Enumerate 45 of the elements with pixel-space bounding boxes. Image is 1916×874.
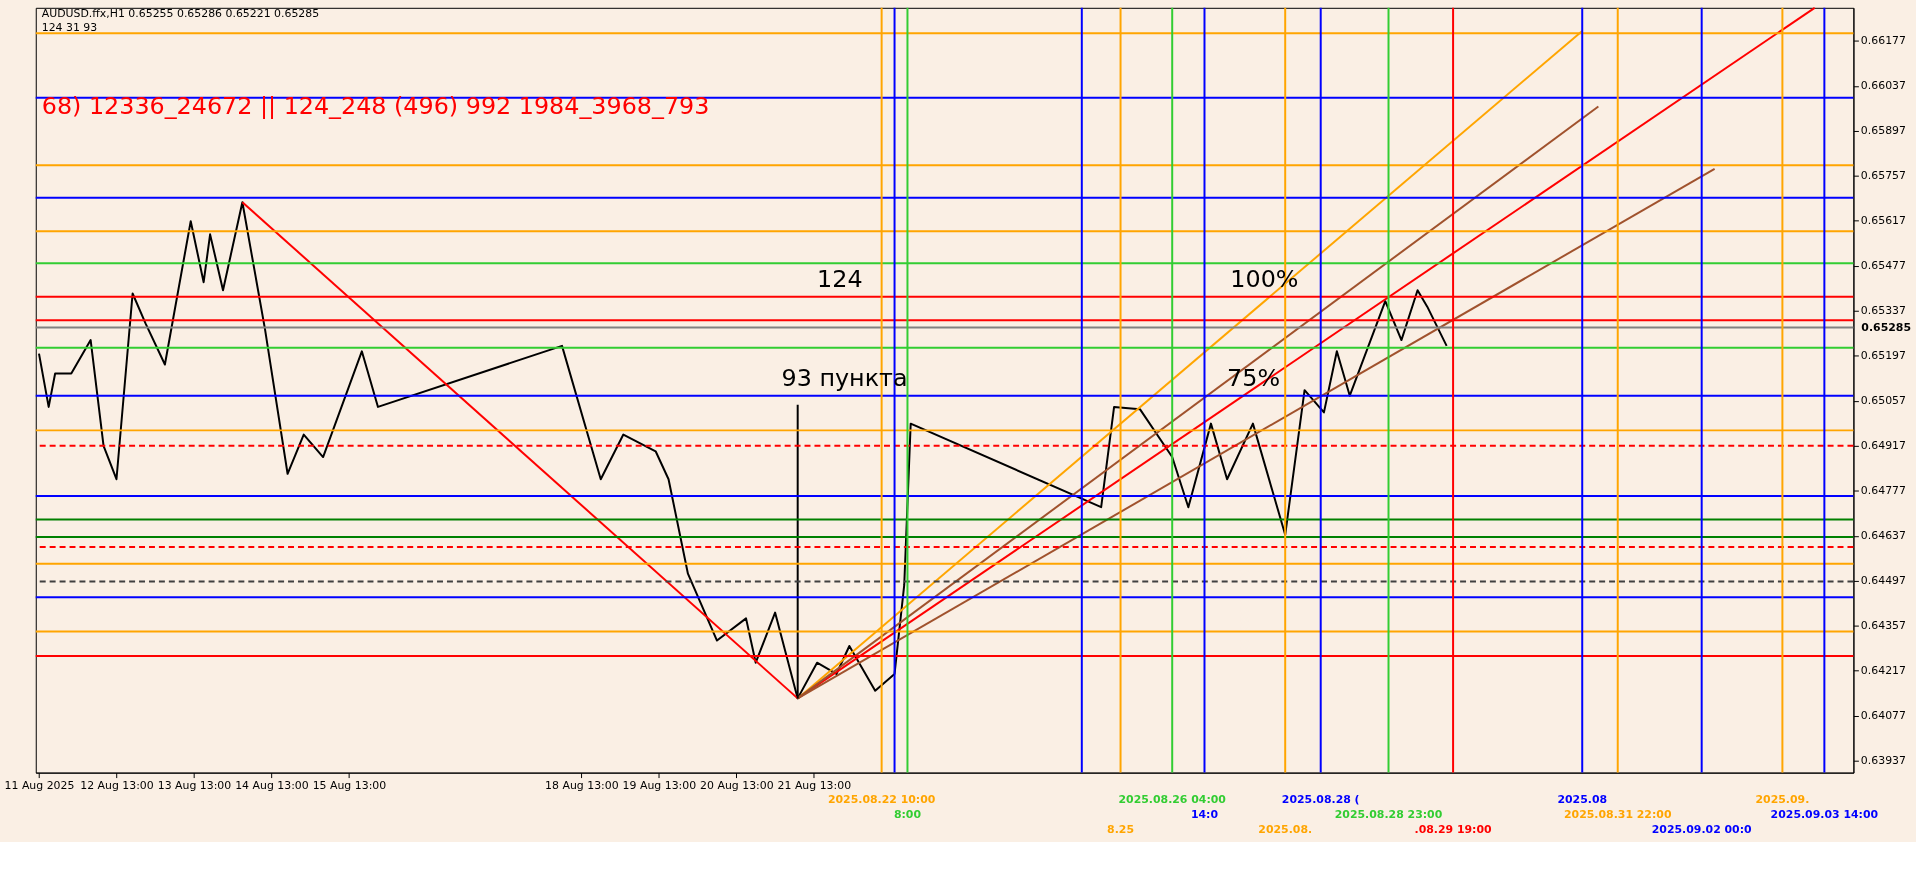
ref-line-label: 8:00 <box>893 808 922 822</box>
ref-line-label: 2025.09. <box>1755 793 1810 807</box>
y-tick-label: 0.63937 <box>1860 754 1906 768</box>
ref-line-label: 2025.09.03 14:00 <box>1770 808 1879 822</box>
ref-line-label: 2025.08 <box>1557 793 1608 807</box>
ref-line-label: 2025.08.31 22:00 <box>1563 808 1672 822</box>
x-tick-label: 14 Aug 13:00 <box>235 779 309 792</box>
y-tick-label: 0.65757 <box>1860 169 1906 183</box>
y-tick-label: 0.64357 <box>1860 619 1906 633</box>
x-tick-label: 11 Aug 2025 <box>4 779 75 792</box>
y-tick-label: 0.64637 <box>1860 529 1906 543</box>
x-tick-label: 15 Aug 13:00 <box>312 779 387 792</box>
y-tick-label: 0.65897 <box>1860 124 1906 138</box>
ref-line-label: 2025.09.02 00:0 <box>1651 823 1753 837</box>
x-tick-label: 19 Aug 13:00 <box>622 779 697 792</box>
ref-line-label: .08.29 19:00 <box>1414 823 1493 837</box>
annotation: 124 <box>817 264 863 293</box>
chart-title: AUDUSD.ffx,H1 0.65255 0.65286 0.65221 0.65285 <box>41 6 320 20</box>
y-tick-label: 0.64497 <box>1860 574 1906 588</box>
y-tick-label: 0.66177 <box>1860 34 1906 48</box>
x-tick-label: 20 Aug 13:00 <box>700 779 774 792</box>
ref-line-label: 2025.08.26 04:00 <box>1118 793 1227 807</box>
y-tick-label: 0.65477 <box>1860 259 1906 273</box>
annotation: 124 31 93 <box>41 20 98 34</box>
y-tick-label: 0.64777 <box>1860 484 1906 498</box>
x-tick-label: 13 Aug 13:00 <box>157 779 232 792</box>
ref-line-label: 14:0 <box>1190 808 1219 822</box>
x-tick-label: 12 Aug 13:00 <box>80 779 154 792</box>
text: 68) 12336_24672 || 124_248 (496) 992 1984_3968_793 <box>41 92 710 121</box>
y-tick-label: 0.65617 <box>1860 214 1906 228</box>
ref-line-label: 2025.08. <box>1258 823 1313 837</box>
y-tick-label: 0.65197 <box>1860 349 1906 363</box>
y-tick-label: 0.64217 <box>1860 664 1906 678</box>
ref-line-label: 8.25 <box>1107 823 1135 837</box>
y-tick-label: 0.64077 <box>1860 709 1906 723</box>
x-tick-label: 21 Aug 13:00 <box>777 779 852 792</box>
x-tick-label: 18 Aug 13:00 <box>545 779 619 792</box>
ref-line-label: 2025.08.22 10:00 <box>827 793 936 807</box>
ref-line-label: 2025.08.28 ( <box>1281 793 1360 807</box>
y-tick-label: 0.64917 <box>1860 439 1906 453</box>
y-tick-label: 0.65057 <box>1860 394 1906 408</box>
y-tick-label: 0.66037 <box>1860 79 1906 93</box>
ref-line-label: 2025.08.28 23:00 <box>1334 808 1443 822</box>
y-tick-label: 0.65337 <box>1860 304 1906 318</box>
ref-line-label: 0.65285 <box>1861 320 1912 334</box>
